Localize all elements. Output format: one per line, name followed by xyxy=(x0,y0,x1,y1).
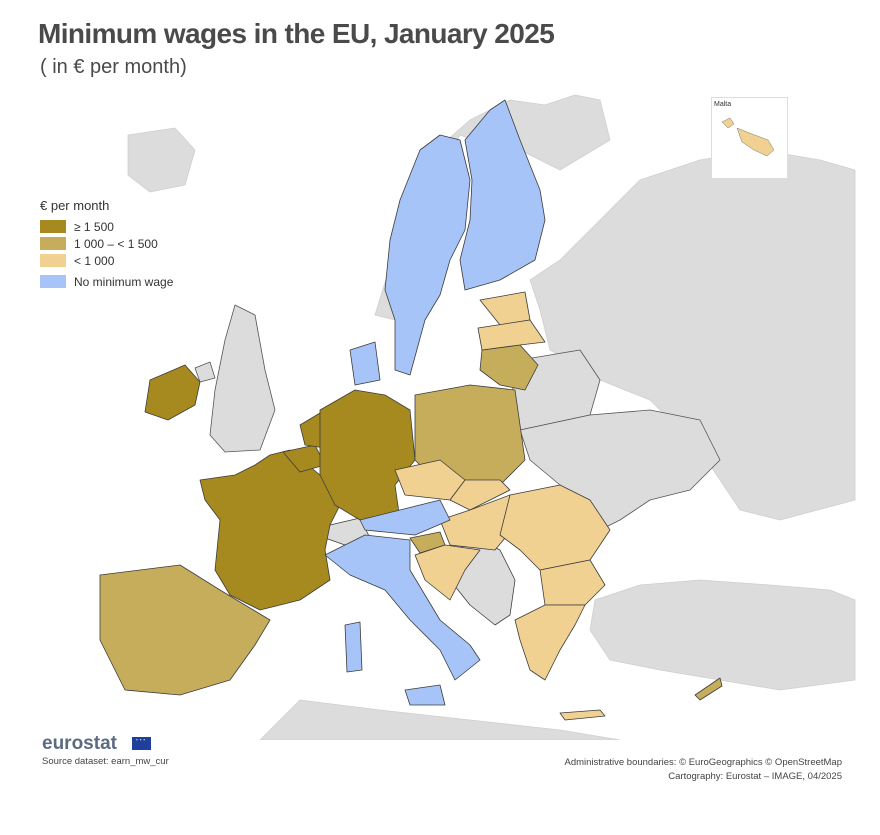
eu-flag-icon xyxy=(132,733,151,750)
legend-item: No minimum wage xyxy=(40,273,173,290)
legend-item: ≥ 1 500 xyxy=(40,218,173,235)
greece xyxy=(514,604,586,681)
legend-item: < 1 000 xyxy=(40,252,173,269)
iberia xyxy=(99,564,271,696)
sardinia xyxy=(344,621,363,673)
legend-swatch xyxy=(40,237,66,250)
europe-map xyxy=(99,94,856,740)
latvia xyxy=(477,319,546,351)
legend-label: ≥ 1 500 xyxy=(74,219,114,234)
legend-label: No minimum wage xyxy=(74,274,174,289)
denmark xyxy=(349,341,381,386)
legend-title: € per month xyxy=(40,198,110,213)
inset-label: Malta xyxy=(714,101,732,108)
france xyxy=(199,449,341,611)
malta-inset: Malta xyxy=(711,97,788,179)
cyprus xyxy=(694,677,723,701)
crete xyxy=(559,709,606,721)
italy xyxy=(324,534,481,681)
turkey xyxy=(589,579,856,691)
source-dataset: Source dataset: earn_mw_cur xyxy=(42,756,169,767)
great-britain xyxy=(209,304,276,453)
sicily xyxy=(404,684,446,706)
estonia xyxy=(479,291,531,326)
map-subtitle: ( in € per month) xyxy=(40,56,187,78)
legend-label: 1 000 – < 1 500 xyxy=(74,236,158,251)
map-legend: € per month ≥ 1 500 1 000 – < 1 500 < 1 … xyxy=(40,198,173,290)
malta-shape xyxy=(721,117,775,157)
austria xyxy=(359,499,451,536)
bulgaria xyxy=(539,559,606,606)
legend-swatch xyxy=(40,220,66,233)
legend-swatch xyxy=(40,254,66,267)
map-title: Minimum wages in the EU, January 2025 xyxy=(38,18,555,49)
germany xyxy=(319,389,416,521)
map-credits: Administrative boundaries: © EuroGeograp… xyxy=(565,756,843,784)
northern-ireland xyxy=(194,361,216,383)
sweden xyxy=(384,134,471,376)
credit-line: Cartography: Eurostat – IMAGE, 04/2025 xyxy=(668,771,842,782)
slovakia xyxy=(449,479,511,511)
eurostat-logo: eurostat xyxy=(42,733,117,754)
iceland xyxy=(127,127,196,193)
legend-item: 1 000 – < 1 500 xyxy=(40,235,173,252)
legend-label: < 1 000 xyxy=(74,253,115,268)
north-africa xyxy=(259,699,621,740)
croatia xyxy=(414,544,481,601)
ireland xyxy=(144,364,201,421)
credit-line: Administrative boundaries: © EuroGeograp… xyxy=(564,757,843,768)
finland xyxy=(459,99,546,291)
legend-swatch xyxy=(40,275,66,288)
